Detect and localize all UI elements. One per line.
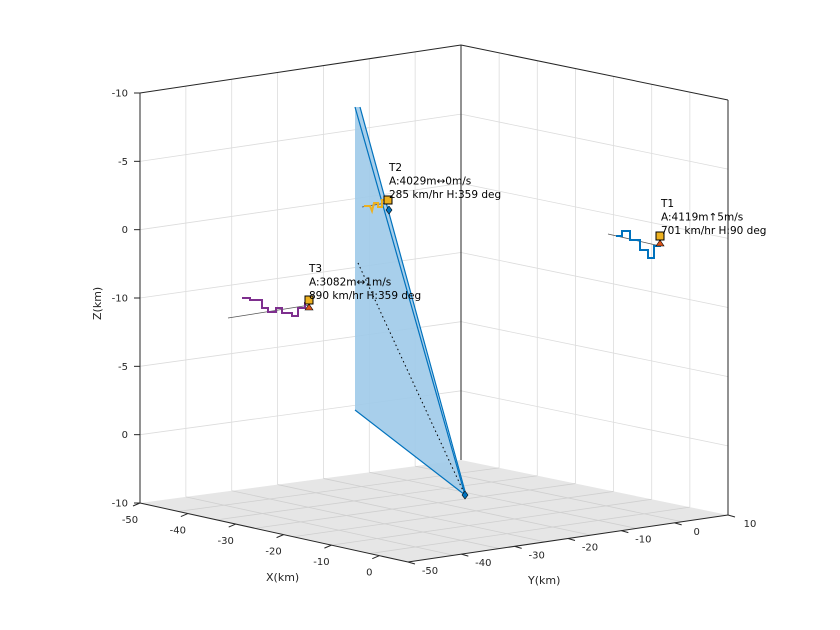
y-tick-label: -50: [422, 566, 438, 577]
radar-line-of-sight: [357, 262, 466, 496]
y-tick-label: 10: [744, 519, 757, 530]
y-tick-mark: [674, 522, 682, 526]
target-label-name: T1: [660, 198, 674, 210]
x-axis-label: X(km): [266, 571, 299, 584]
y-tick-mark: [727, 514, 736, 518]
x-tick-label: -40: [170, 526, 186, 537]
target-label-line1: A:4119m↑5m/s: [661, 212, 743, 224]
detection-triangle-icon: [655, 239, 665, 247]
detection-triangle-icon: [304, 303, 314, 311]
floor-grid-line: [369, 506, 690, 554]
floor-grid-line: [331, 498, 652, 546]
target-label-line2: 701 km/hr H:90 deg: [661, 225, 766, 237]
x-tick-label: -50: [122, 515, 138, 526]
z-tick-label: -10: [112, 499, 128, 510]
floor-grid-line: [369, 471, 637, 529]
track-path-t2: [364, 199, 387, 215]
x-tick-mark: [324, 544, 332, 549]
y-tick-label: -10: [635, 535, 651, 546]
aircraft-marker-icon: [383, 195, 393, 205]
x-tick-mark: [372, 555, 380, 560]
z-grid-line: [139, 252, 729, 308]
x-tick-mark: [132, 502, 141, 507]
track-path-t1: [616, 230, 661, 259]
z-tick-label: -10: [112, 89, 128, 100]
radar-site-icon: [461, 490, 469, 500]
y-tick-label: -30: [528, 550, 544, 561]
z-tick-label: 0: [122, 430, 128, 441]
x-tick-label: -20: [265, 547, 281, 558]
axis-line: [460, 44, 729, 101]
target-label-line1: A:4029m↔0m/s: [389, 176, 471, 188]
y-tick-label: -20: [582, 543, 598, 554]
y-tick-mark: [621, 530, 629, 534]
y-tick-mark: [461, 553, 469, 557]
y-tick-mark: [514, 545, 522, 549]
floor-grid-line: [231, 490, 500, 549]
axis-line: [139, 44, 462, 94]
z-tick-label: -5: [118, 157, 128, 168]
target-label-name: T3: [308, 263, 322, 275]
z-tick-label: 0: [122, 225, 128, 236]
x-tick-mark: [228, 523, 236, 528]
floor-grid-line: [185, 496, 454, 556]
z-tick-label: -5: [118, 362, 128, 373]
floor-grid-line: [254, 483, 576, 529]
floor-grid-line: [323, 478, 591, 536]
x-tick-mark: [276, 534, 284, 539]
x-tick-mark: [180, 513, 189, 517]
y-tick-mark: [567, 538, 576, 541]
floor-grid-line: [277, 484, 546, 543]
z-grid-line: [139, 321, 729, 378]
axis-line: [139, 502, 409, 563]
y-tick-label: -40: [475, 558, 491, 569]
z-grid-line: [139, 113, 729, 170]
z-tick-label: -10: [112, 294, 128, 305]
track-path-t3: [242, 297, 306, 317]
floor-grid-line: [293, 491, 614, 538]
beam-edge: [354, 106, 466, 496]
ticks: -10-50-10-50-10-50-40-30-20-100 -50-40-30…: [112, 89, 757, 579]
beam-edge: [359, 106, 467, 496]
x-tick-label: -10: [313, 557, 329, 568]
beam-edge: [354, 409, 466, 496]
x-tick-label: 0: [366, 568, 372, 579]
y-tick-label: 0: [693, 527, 699, 538]
target-label-name: T2: [388, 162, 402, 174]
z-axis-label: Z(km): [91, 287, 104, 320]
y-axis-label: Y(km): [527, 574, 560, 587]
target-tracks: [227, 195, 665, 319]
target-label-line2: 285 km/hr H:359 deg: [389, 189, 501, 201]
detection-diamond-icon: [385, 205, 393, 215]
x-tick-label: -30: [218, 536, 234, 547]
floor-grid-line: [216, 475, 538, 521]
target-label-line1: A:3082m↔1m/s: [309, 277, 391, 289]
target-label-line2: 890 km/hr H:359 deg: [309, 290, 421, 302]
y-tick-mark: [407, 561, 416, 565]
radar-coverage: [354, 106, 469, 500]
